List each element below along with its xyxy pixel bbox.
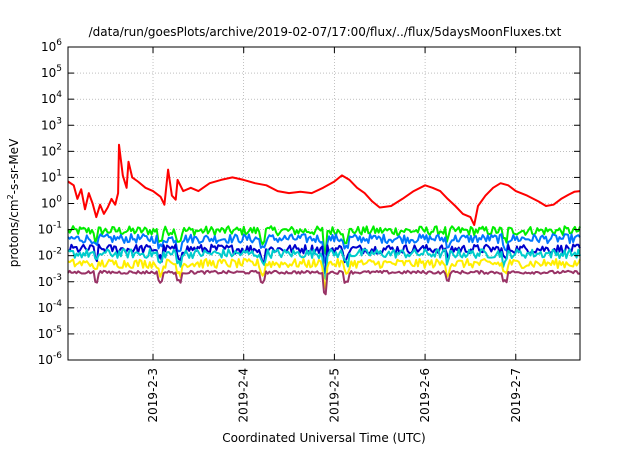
x-tick-label: 2019-2-7 <box>509 368 523 422</box>
y-tick-label: 10-3 <box>38 273 62 289</box>
grid-lines <box>68 47 580 360</box>
y-tick-exp: 4 <box>56 90 62 100</box>
y-tick-base: 10 <box>41 144 56 158</box>
y-tick-base: 10 <box>41 40 56 54</box>
y-tick-base: 10 <box>41 170 56 184</box>
y-axis-label-sup: 2 <box>6 194 15 199</box>
y-tick-base: 10 <box>38 327 53 341</box>
y-tick-exp: 5 <box>56 64 62 74</box>
y-tick-exp: -5 <box>53 325 62 335</box>
y-tick-label: 10-2 <box>38 247 62 263</box>
y-tick-exp: 6 <box>56 38 62 48</box>
y-tick-label: 104 <box>41 90 62 106</box>
x-tick-label: 2019-2-5 <box>327 368 341 422</box>
x-axis-label: Coordinated Universal Time (UTC) <box>222 431 425 445</box>
y-tick-base: 10 <box>41 118 56 132</box>
y-tick-label: 103 <box>41 116 62 132</box>
y-tick-exp: -2 <box>53 247 62 257</box>
y-tick-label: 10-4 <box>38 299 63 315</box>
y-tick-base: 10 <box>41 92 56 106</box>
x-axis-ticks: 2019-2-3 2019-2-4 2019-2-5 2019-2-6 2019-2-7 <box>146 47 523 422</box>
y-axis-label-tail: -s-sr-MeV <box>7 138 21 194</box>
y-tick-base: 10 <box>38 353 53 367</box>
y-tick-base: 10 <box>38 223 53 237</box>
data-series <box>67 143 581 296</box>
x-tick-label: 2019-2-3 <box>146 368 160 422</box>
y-tick-label: 10-6 <box>38 351 63 367</box>
y-tick-exp: 0 <box>56 195 62 205</box>
y-tick-label: 102 <box>41 142 62 158</box>
y-tick-exp: 2 <box>56 142 62 152</box>
y-axis-ticks: 10-610-510-410-310-210-11001011021031041… <box>38 38 580 367</box>
series-line <box>67 269 581 296</box>
y-tick-label: 100 <box>41 195 62 211</box>
series-line <box>67 233 581 265</box>
y-tick-exp: -6 <box>53 351 62 361</box>
y-tick-base: 10 <box>38 301 53 315</box>
y-tick-label: 10-1 <box>38 221 62 237</box>
y-tick-label: 101 <box>41 168 62 184</box>
y-axis-label-main: protons/cm <box>7 199 21 267</box>
x-tick-label: 2019-2-4 <box>237 368 251 422</box>
y-tick-base: 10 <box>38 275 53 289</box>
y-tick-exp: 3 <box>56 116 62 126</box>
y-tick-exp: -3 <box>53 273 62 283</box>
y-tick-exp: -4 <box>53 299 62 309</box>
y-tick-label: 10-5 <box>38 325 62 341</box>
y-tick-exp: -1 <box>53 221 62 231</box>
y-tick-label: 106 <box>41 38 62 54</box>
series-line <box>67 143 581 226</box>
chart-title: /data/run/goesPlots/archive/2019-02-07/1… <box>89 25 562 39</box>
y-tick-base: 10 <box>41 197 56 211</box>
y-tick-base: 10 <box>38 249 53 263</box>
y-tick-base: 10 <box>41 66 56 80</box>
y-axis-label: protons/cm2-s-sr-MeV <box>6 138 21 267</box>
y-tick-label: 105 <box>41 64 62 80</box>
x-tick-label: 2019-2-6 <box>418 368 432 422</box>
y-tick-exp: 1 <box>56 168 62 178</box>
